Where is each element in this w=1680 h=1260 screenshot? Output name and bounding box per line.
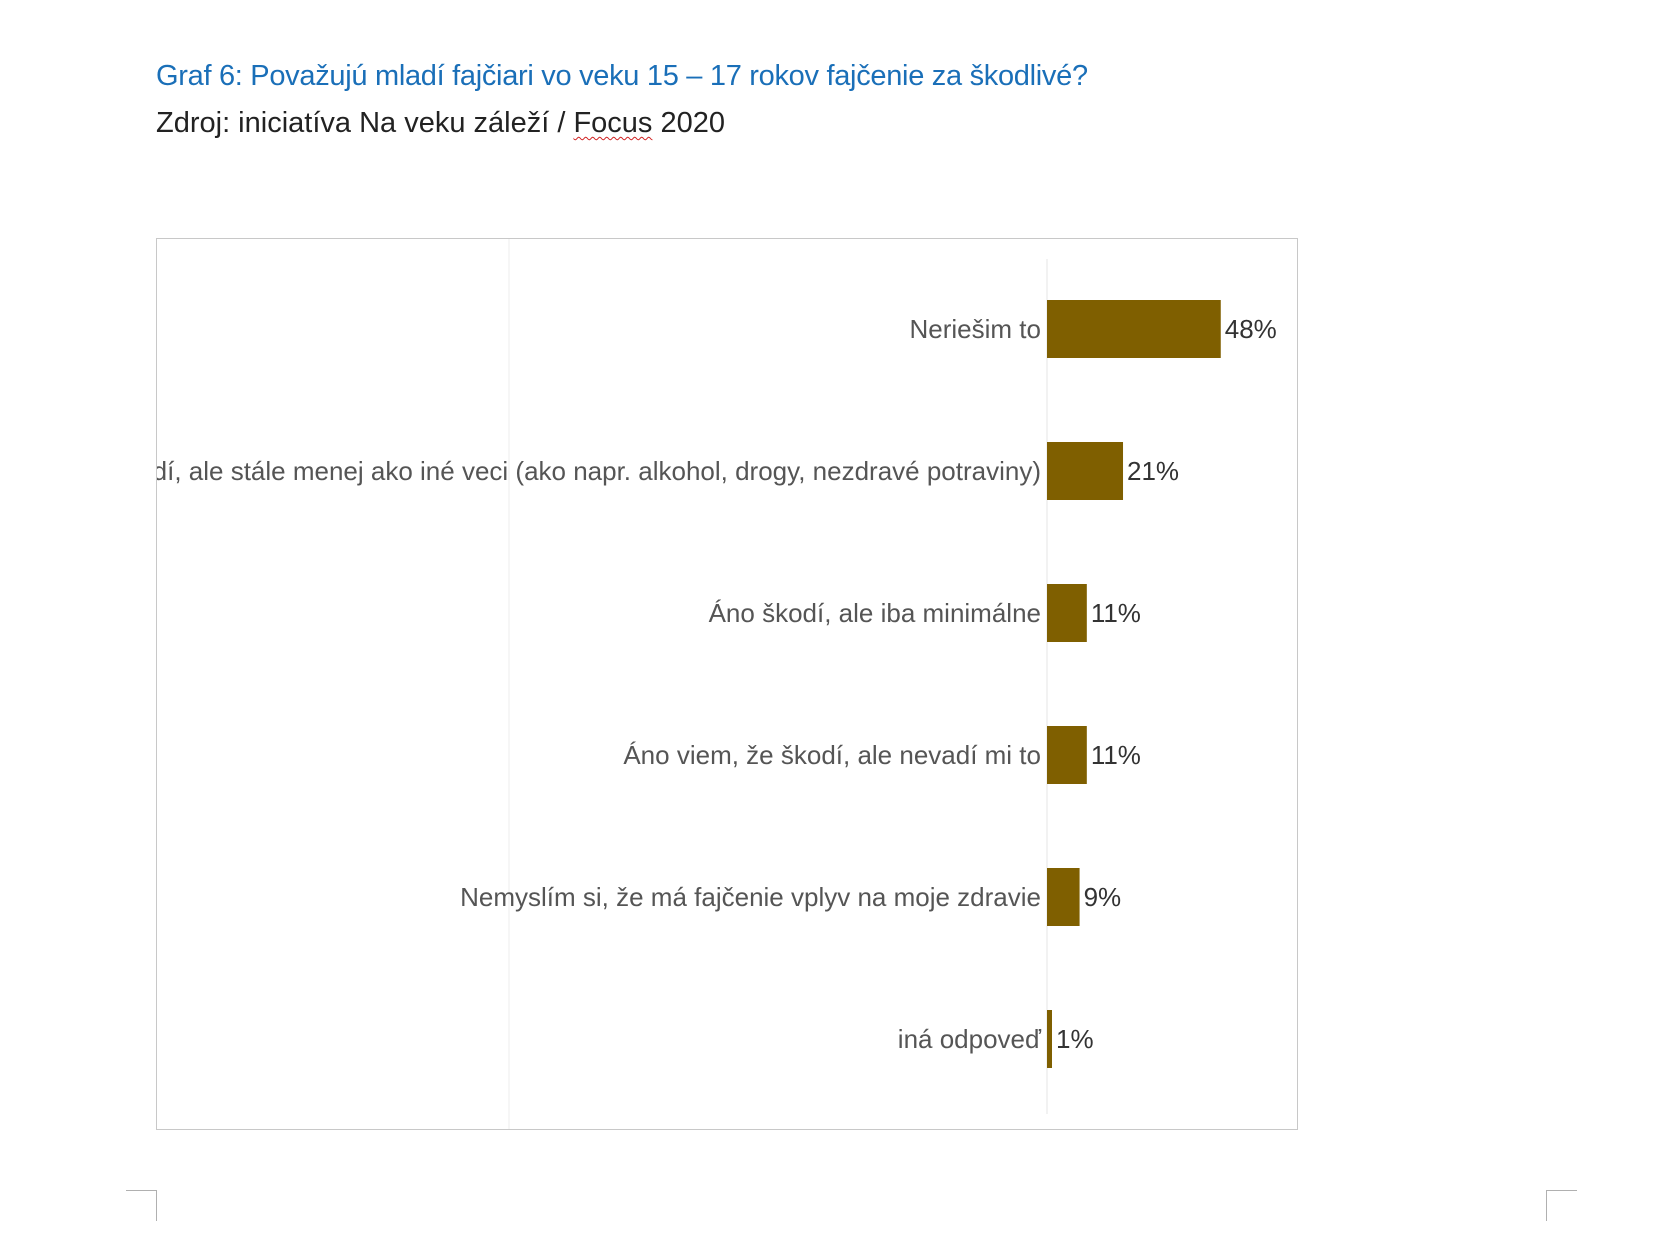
- page-corner-mark-left: [126, 1190, 157, 1221]
- data-label: 11%: [1091, 598, 1141, 628]
- chart-title: Graf 6: Považujú mladí fajčiari vo veku …: [156, 60, 1088, 92]
- chart-frame: Neriešim to 48% Áno škodí, ale stále menej…: [156, 238, 1298, 1130]
- data-label: 48%: [1225, 314, 1277, 344]
- bar: [1047, 584, 1087, 642]
- bar: [1047, 726, 1087, 784]
- bar: [1047, 300, 1221, 358]
- bar-chart: Neriešim to 48% Áno škodí, ale stále menej…: [157, 239, 1277, 1129]
- source-suffix: 2020: [652, 107, 726, 139]
- bar: [1047, 1010, 1052, 1068]
- chart-source: Zdroj: iniciatíva Na veku záleží / Focus…: [156, 107, 725, 140]
- data-label: 9%: [1084, 882, 1122, 912]
- bars-group: Neriešim to 48% Áno škodí, ale stále menej…: [157, 300, 1277, 1068]
- category-label: Áno škodí, ale stále menej ako iné veci …: [157, 456, 1041, 486]
- category-label: Áno viem, že škodí, ale nevadí mi to: [623, 740, 1041, 770]
- bar: [1047, 442, 1124, 500]
- category-label: Neriešim to: [910, 314, 1041, 344]
- data-label: 21%: [1127, 456, 1179, 486]
- data-label: 1%: [1056, 1024, 1094, 1054]
- category-label: iná odpoveď: [898, 1024, 1042, 1054]
- source-prefix: Zdroj: iniciatíva Na veku záleží /: [156, 107, 574, 139]
- bar: [1047, 868, 1080, 926]
- source-word-focus: Focus: [573, 107, 653, 139]
- category-label: Nemyslím si, že má fajčenie vplyv na moj…: [460, 882, 1041, 912]
- page-corner-mark-right: [1546, 1190, 1577, 1221]
- data-label: 11%: [1091, 740, 1141, 770]
- category-label: Áno škodí, ale iba minimálne: [709, 598, 1041, 628]
